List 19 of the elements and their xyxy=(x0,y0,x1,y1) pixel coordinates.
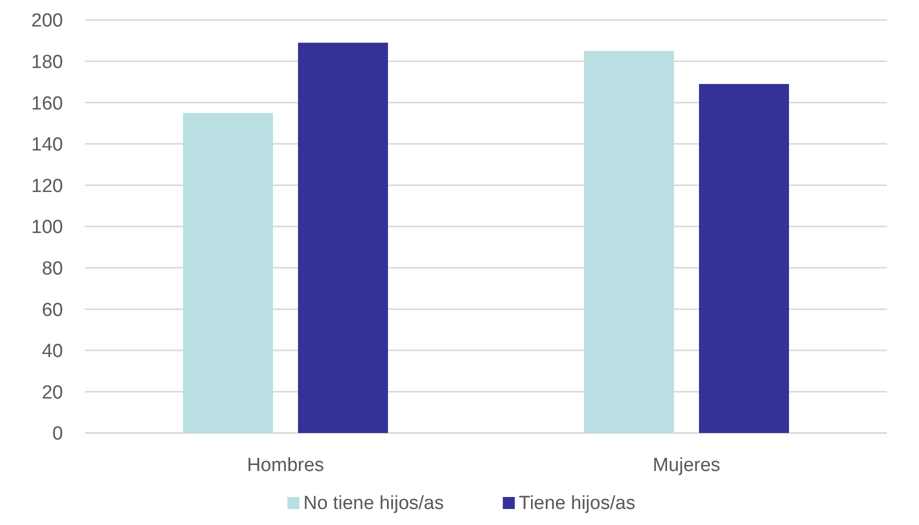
bar xyxy=(584,50,674,433)
bar xyxy=(183,112,273,433)
y-tick-label: 180 xyxy=(31,52,63,73)
y-tick-label: 0 xyxy=(52,424,63,445)
y-tick-label: 140 xyxy=(31,134,63,156)
legend-label: No tiene hijos/as xyxy=(303,493,444,514)
x-tick-label: Mujeres xyxy=(652,455,720,476)
y-tick-label: 80 xyxy=(42,258,63,280)
x-tick-label: Hombres xyxy=(246,455,324,476)
bar xyxy=(699,84,789,433)
y-tick-label: 200 xyxy=(31,10,63,32)
y-tick-label: 120 xyxy=(31,176,63,197)
bar xyxy=(298,42,388,433)
y-tick-label: 100 xyxy=(31,217,63,238)
y-tick-label: 40 xyxy=(42,341,63,362)
y-tick-label: 20 xyxy=(42,382,63,404)
y-tick-label: 60 xyxy=(42,300,63,321)
legend-label: Tiene hijos/as xyxy=(518,493,636,514)
y-tick-label: 160 xyxy=(31,93,63,114)
